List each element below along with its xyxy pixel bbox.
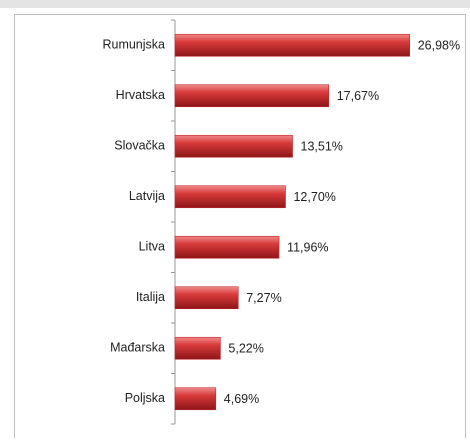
bar xyxy=(174,235,280,259)
value-label: 5,22% xyxy=(228,342,263,356)
category-label: Mađarska xyxy=(110,341,165,355)
category-label: Latvija xyxy=(129,189,165,203)
bar xyxy=(174,84,330,108)
value-label: 26,98% xyxy=(418,39,460,53)
category-label: Litva xyxy=(139,240,165,254)
category-label: Rumunjska xyxy=(102,38,165,52)
value-label: 11,96% xyxy=(287,241,328,255)
bar xyxy=(174,134,293,158)
chart-frame xyxy=(14,14,466,443)
category-label: Poljska xyxy=(125,391,165,405)
value-label: 4,69% xyxy=(224,392,259,406)
value-label: 17,67% xyxy=(337,89,379,103)
category-label: Hrvatska xyxy=(116,88,165,102)
value-label: 13,51% xyxy=(301,140,343,154)
category-label: Italija xyxy=(136,290,165,304)
value-label: 12,70% xyxy=(293,190,335,204)
category-label: Slovačka xyxy=(114,139,165,153)
bar xyxy=(174,185,286,209)
value-label: 7,27% xyxy=(246,291,281,305)
bar xyxy=(174,387,217,411)
bar xyxy=(174,336,221,360)
top-strip xyxy=(0,0,470,8)
bar xyxy=(174,33,411,57)
bar xyxy=(174,286,239,310)
